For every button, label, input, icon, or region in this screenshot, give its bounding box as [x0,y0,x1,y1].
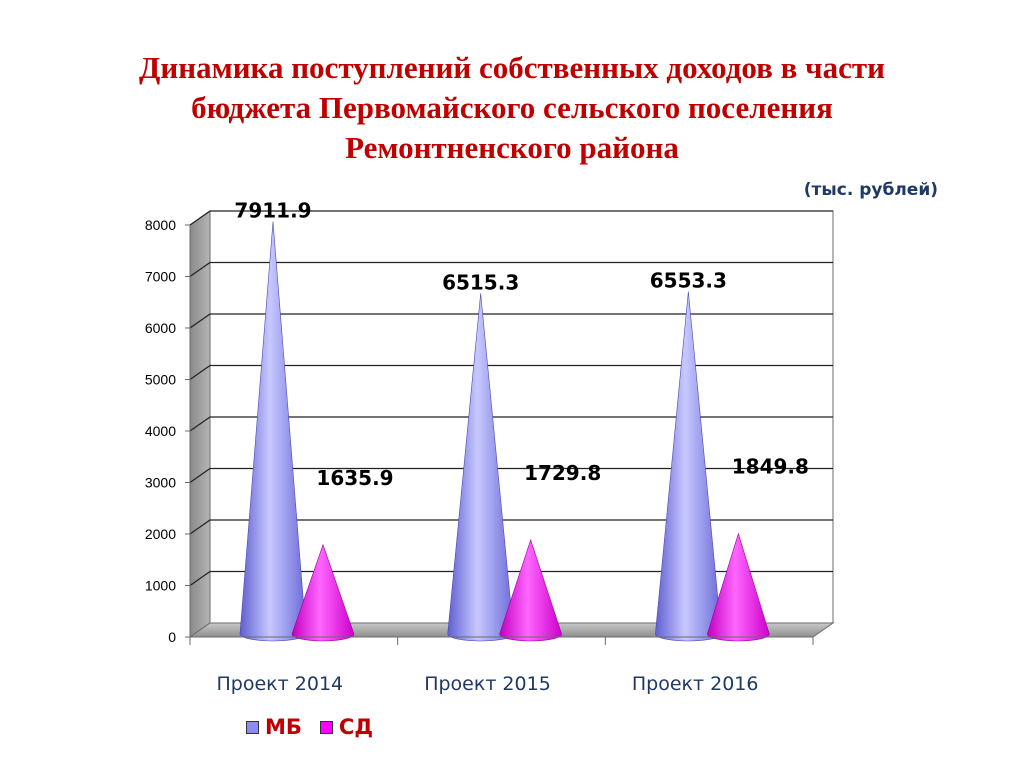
legend-item-sd: СД [319,715,374,739]
y-tick-label: 3000 [145,475,176,491]
x-tick-label: Проект 2014 [217,673,344,695]
y-tick-label: 1000 [145,578,176,594]
y-tick-label: 5000 [145,372,176,388]
y-tick-label: 8000 [145,217,176,233]
legend-label-mb: МБ [265,715,302,739]
legend-item-mb: МБ [246,715,302,739]
data-label: 1729.8 [524,461,601,485]
gridline [189,313,833,329]
gridline [189,467,833,483]
slide-title-line-1: Динамика поступлений собственных доходов… [139,50,885,85]
x-tick-label: Проект 2016 [632,673,759,695]
gridline [189,519,833,535]
y-tick-label: 7000 [145,269,176,285]
gridline [189,210,833,226]
chart-legend: МБ СД [246,715,373,739]
legend-swatch-sd [319,720,333,734]
gridline [189,416,833,432]
data-label: 1635.9 [316,466,393,490]
gridline [189,570,833,586]
legend-swatch-mb [246,720,259,734]
data-label: 6515.3 [442,270,519,294]
x-tick-label: Проект 2015 [424,673,551,695]
data-label: 7911.9 [234,199,311,223]
unit-label: (тыс. рублей) [803,180,938,200]
slide-title-line-2: бюджета Первомайского сельского поселени… [191,90,833,125]
data-label: 1849.8 [732,455,809,479]
gridline [189,261,833,277]
slide-title: Динамика поступлений собственных доходов… [40,48,984,168]
slide-title-line-3: Ремонтненского района [345,130,679,165]
y-tick-label: 4000 [145,423,176,439]
y-tick-label: 0 [168,629,176,645]
y-tick-label: 6000 [145,320,176,336]
data-label: 6553.3 [650,269,727,293]
legend-label-sd: СД [338,715,374,739]
y-tick-label: 2000 [145,526,176,542]
gridline [189,364,833,380]
